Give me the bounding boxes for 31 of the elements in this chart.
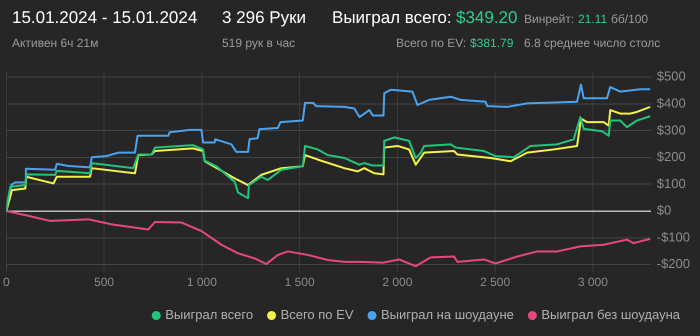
text: Выиграл всего: [332,8,452,28]
text: 15.01.2024 - 15.01.2024 [12,8,198,28]
x-tick-label: 1 500 [284,275,315,290]
text: $349.20 [456,8,518,28]
text: $381.79 [470,36,514,50]
y-tick-label: -$200 [656,256,690,272]
y-tick-label: -$100 [656,229,690,244]
x-tick-label: 1 000 [186,275,218,290]
text: Винрейт: [524,12,574,26]
y-tick-label: $500 [656,68,686,84]
legend-label: Выиграл без шоудауна [541,307,681,322]
y-tick-label: $400 [656,96,686,111]
text: Всего по EV: [396,36,466,50]
legend-label: Всего по EV [280,307,354,322]
text: Активен 6ч 21м [12,36,98,50]
text: 6.8 среднее число столс [524,36,660,50]
x-tick-label: 500 [94,275,114,290]
y-tick-label: $100 [656,176,686,191]
x-tick-label: 3 000 [578,275,608,290]
y-tick-label: $200 [656,149,686,164]
legend-label: Выиграл всего [165,307,254,322]
text: 3 296 Руки [222,8,306,28]
x-tick-label: 2 500 [480,275,510,290]
text: бб/100 [611,12,648,26]
y-tick-label: $300 [656,122,686,138]
x-tick-label: 2 000 [382,275,413,290]
text: 21.11 [578,12,608,26]
y-tick-label: $0 [656,202,672,218]
legend-label: Выиграл на шоудауне [380,307,514,322]
x-tick-label: 0 [2,275,10,290]
text: 519 рук в час [222,36,296,50]
